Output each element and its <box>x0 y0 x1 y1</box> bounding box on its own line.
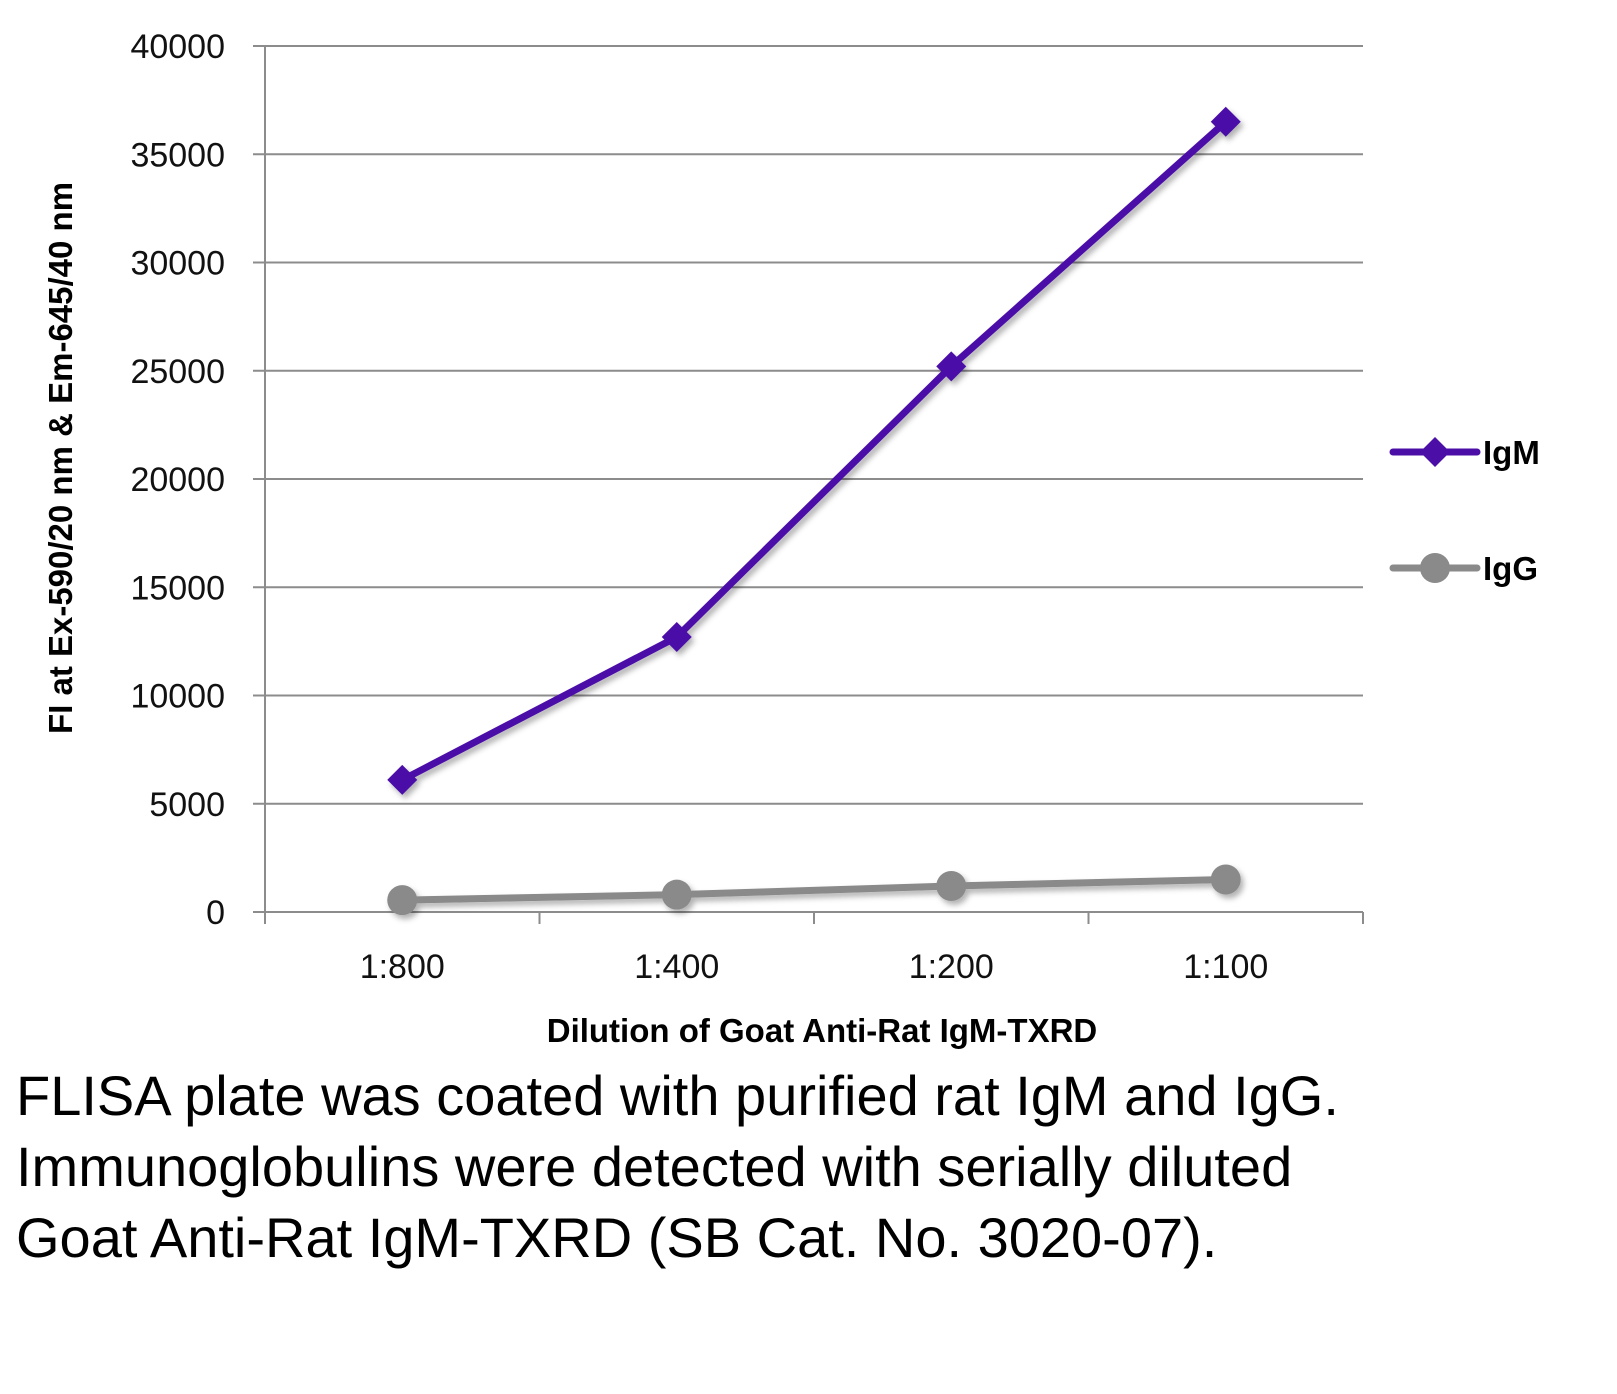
axes: 0 5000 10000 15000 20000 25000 30000 35000 40000… <box>130 28 1364 986</box>
x-tick-label: 1:400 <box>634 948 719 986</box>
data-point <box>1210 106 1241 137</box>
y-tick-label: 40000 <box>130 28 225 66</box>
data-point <box>661 622 692 653</box>
chart: 0 5000 10000 15000 20000 25000 30000 35000 40000… <box>42 28 1540 1049</box>
x-tick-label: 1:800 <box>360 948 445 986</box>
data-point <box>387 885 418 916</box>
y-tick-label: 20000 <box>130 461 225 499</box>
legend-marker <box>1420 437 1450 467</box>
series-line <box>398 876 1230 904</box>
legend-marker <box>1420 553 1450 583</box>
legend-label: IgG <box>1483 550 1538 587</box>
series-line <box>398 118 1230 784</box>
figure-caption: FLISA plate was coated with purified rat… <box>16 1064 1339 1269</box>
legend-item-igg: IgG <box>1389 550 1538 587</box>
data-point <box>936 351 967 382</box>
series-igg <box>387 864 1241 916</box>
data-point <box>661 879 692 910</box>
data-point <box>1210 864 1241 895</box>
y-axis-title: FI at Ex-590/20 nm & Em-645/40 nm <box>42 182 79 734</box>
data-point <box>387 764 418 795</box>
y-tick-label: 35000 <box>130 136 225 174</box>
y-tick-label: 15000 <box>130 569 225 607</box>
x-axis-title: Dilution of Goat Anti-Rat IgM-TXRD <box>547 1012 1098 1049</box>
y-tick-label: 30000 <box>130 245 225 283</box>
legend-label: IgM <box>1483 434 1540 471</box>
series-igm <box>387 106 1241 795</box>
gridlines <box>253 45 1363 805</box>
legend-item-igm: IgM <box>1389 434 1540 471</box>
data-point <box>936 871 967 902</box>
y-tick-label: 5000 <box>149 786 225 824</box>
series <box>387 106 1241 916</box>
x-tick-label: 1:200 <box>909 948 994 986</box>
y-tick-label: 0 <box>206 894 225 932</box>
y-tick-label: 25000 <box>130 353 225 391</box>
y-tick-label: 10000 <box>130 678 225 716</box>
x-tick-label: 1:100 <box>1183 948 1268 986</box>
legend: IgM IgG <box>1389 434 1540 587</box>
